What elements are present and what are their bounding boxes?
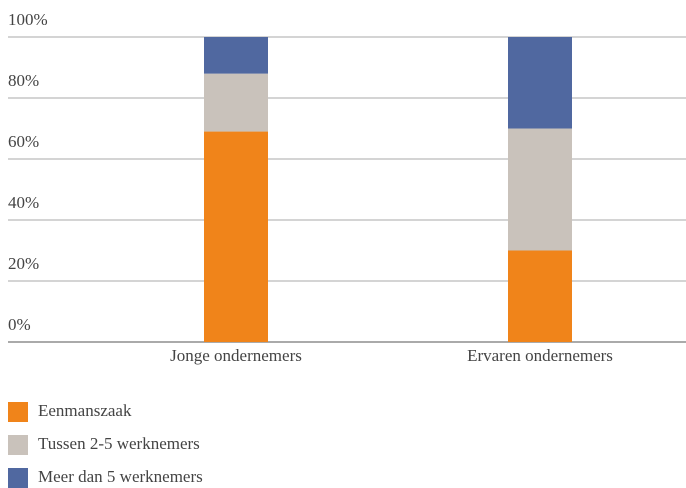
y-tick-label: 20% xyxy=(8,254,39,273)
y-tick-label: 80% xyxy=(8,71,39,90)
bar-segment xyxy=(204,37,268,74)
y-tick-label: 40% xyxy=(8,193,39,212)
legend-swatch xyxy=(8,435,28,455)
legend-label: Tussen 2-5 werknemers xyxy=(38,434,200,453)
bar-segment xyxy=(508,250,572,342)
bar-segment xyxy=(204,131,268,342)
legend-label: Eenmanszaak xyxy=(38,401,132,420)
y-tick-label: 60% xyxy=(8,132,39,151)
y-tick-label: 0% xyxy=(8,315,31,334)
y-tick-label: 100% xyxy=(8,10,48,29)
x-tick-label: Jonge ondernemers xyxy=(170,346,302,365)
bar-segment xyxy=(508,37,572,129)
bar-segment xyxy=(204,73,268,132)
legend-swatch xyxy=(8,402,28,422)
x-tick-label: Ervaren ondernemers xyxy=(467,346,613,365)
legend-swatch xyxy=(8,468,28,488)
legend-label: Meer dan 5 werknemers xyxy=(38,467,203,486)
bar-segment xyxy=(508,128,572,251)
